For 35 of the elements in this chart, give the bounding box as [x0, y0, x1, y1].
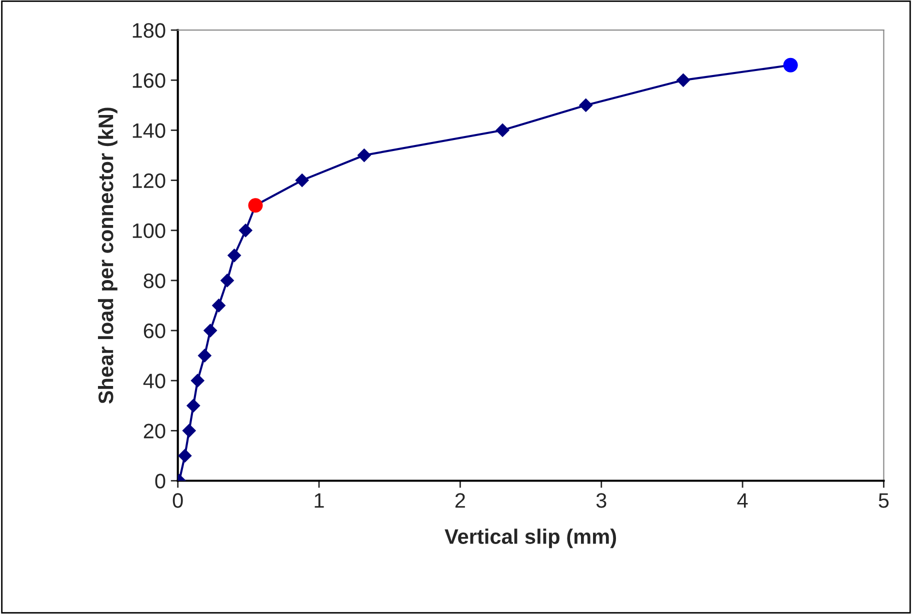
point [220, 274, 234, 288]
y-tick-label: 140 [132, 123, 166, 138]
y-tick-label: 20 [144, 424, 166, 438]
point [186, 398, 200, 413]
y-tick-label: 0 [155, 474, 166, 489]
x-tick-label: 1 [314, 493, 324, 508]
point [783, 58, 798, 72]
point [227, 248, 242, 262]
x-tick-label: 0 [172, 493, 183, 508]
x-tick-label: 3 [596, 493, 606, 508]
x-tick-label: 2 [455, 493, 465, 508]
y-tick-label: 80 [144, 273, 166, 288]
y-tick-label: 180 [132, 23, 166, 38]
point [182, 424, 196, 438]
y-tick-label: 60 [144, 324, 166, 338]
point [203, 324, 218, 338]
point [248, 198, 263, 213]
y-axis-title: Shear load per connector (kN) [98, 108, 118, 404]
point [238, 223, 253, 238]
point [578, 98, 593, 112]
y-tick-label: 100 [132, 223, 166, 238]
y-tick-label: 40 [143, 374, 166, 388]
x-tick-label: 5 [878, 493, 889, 508]
x-tick-label: 4 [737, 493, 748, 508]
point [198, 348, 212, 363]
point [212, 298, 226, 312]
y-tick-label: 160 [132, 73, 166, 88]
y-tick-label: 120 [132, 173, 166, 188]
point [295, 173, 310, 188]
x-axis-title: Vertical slip (mm) [444, 528, 616, 548]
point [190, 374, 205, 388]
point [357, 148, 372, 162]
point [676, 73, 690, 88]
point [178, 448, 192, 463]
point [496, 123, 510, 138]
